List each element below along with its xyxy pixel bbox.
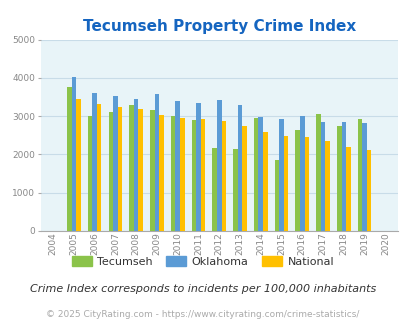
Bar [134, 99, 138, 231]
Legend: Tecumseh, Oklahoma, National: Tecumseh, Oklahoma, National [67, 251, 338, 271]
Bar [295, 130, 299, 231]
Bar [362, 123, 366, 231]
Bar [262, 132, 267, 231]
Bar [237, 105, 242, 231]
Text: © 2025 CityRating.com - https://www.cityrating.com/crime-statistics/: © 2025 CityRating.com - https://www.city… [46, 310, 359, 319]
Bar [150, 111, 154, 231]
Bar [345, 147, 350, 231]
Bar [191, 120, 196, 231]
Bar [216, 100, 221, 231]
Bar [320, 121, 324, 231]
Bar [253, 118, 258, 231]
Bar [108, 112, 113, 231]
Bar [299, 116, 304, 231]
Bar [304, 137, 309, 231]
Bar [212, 148, 216, 231]
Bar [315, 114, 320, 231]
Bar [76, 99, 81, 231]
Bar [175, 101, 179, 231]
Bar [138, 109, 143, 231]
Bar [341, 121, 345, 231]
Bar [154, 94, 159, 231]
Bar [117, 107, 122, 231]
Bar [97, 104, 101, 231]
Bar [258, 117, 262, 231]
Bar [279, 119, 283, 231]
Bar [366, 150, 371, 231]
Bar [196, 103, 200, 231]
Bar [324, 141, 329, 231]
Bar [159, 115, 163, 231]
Bar [221, 121, 226, 231]
Text: Crime Index corresponds to incidents per 100,000 inhabitants: Crime Index corresponds to incidents per… [30, 284, 375, 294]
Bar [71, 77, 76, 231]
Bar [179, 118, 184, 231]
Bar [171, 116, 175, 231]
Bar [113, 96, 117, 231]
Bar [336, 126, 341, 231]
Bar [67, 87, 71, 231]
Bar [232, 149, 237, 231]
Bar [283, 136, 288, 231]
Bar [129, 105, 134, 231]
Bar [92, 93, 97, 231]
Bar [242, 126, 246, 231]
Bar [200, 119, 205, 231]
Bar [357, 119, 362, 231]
Bar [274, 160, 279, 231]
Title: Tecumseh Property Crime Index: Tecumseh Property Crime Index [82, 19, 355, 34]
Bar [87, 116, 92, 231]
